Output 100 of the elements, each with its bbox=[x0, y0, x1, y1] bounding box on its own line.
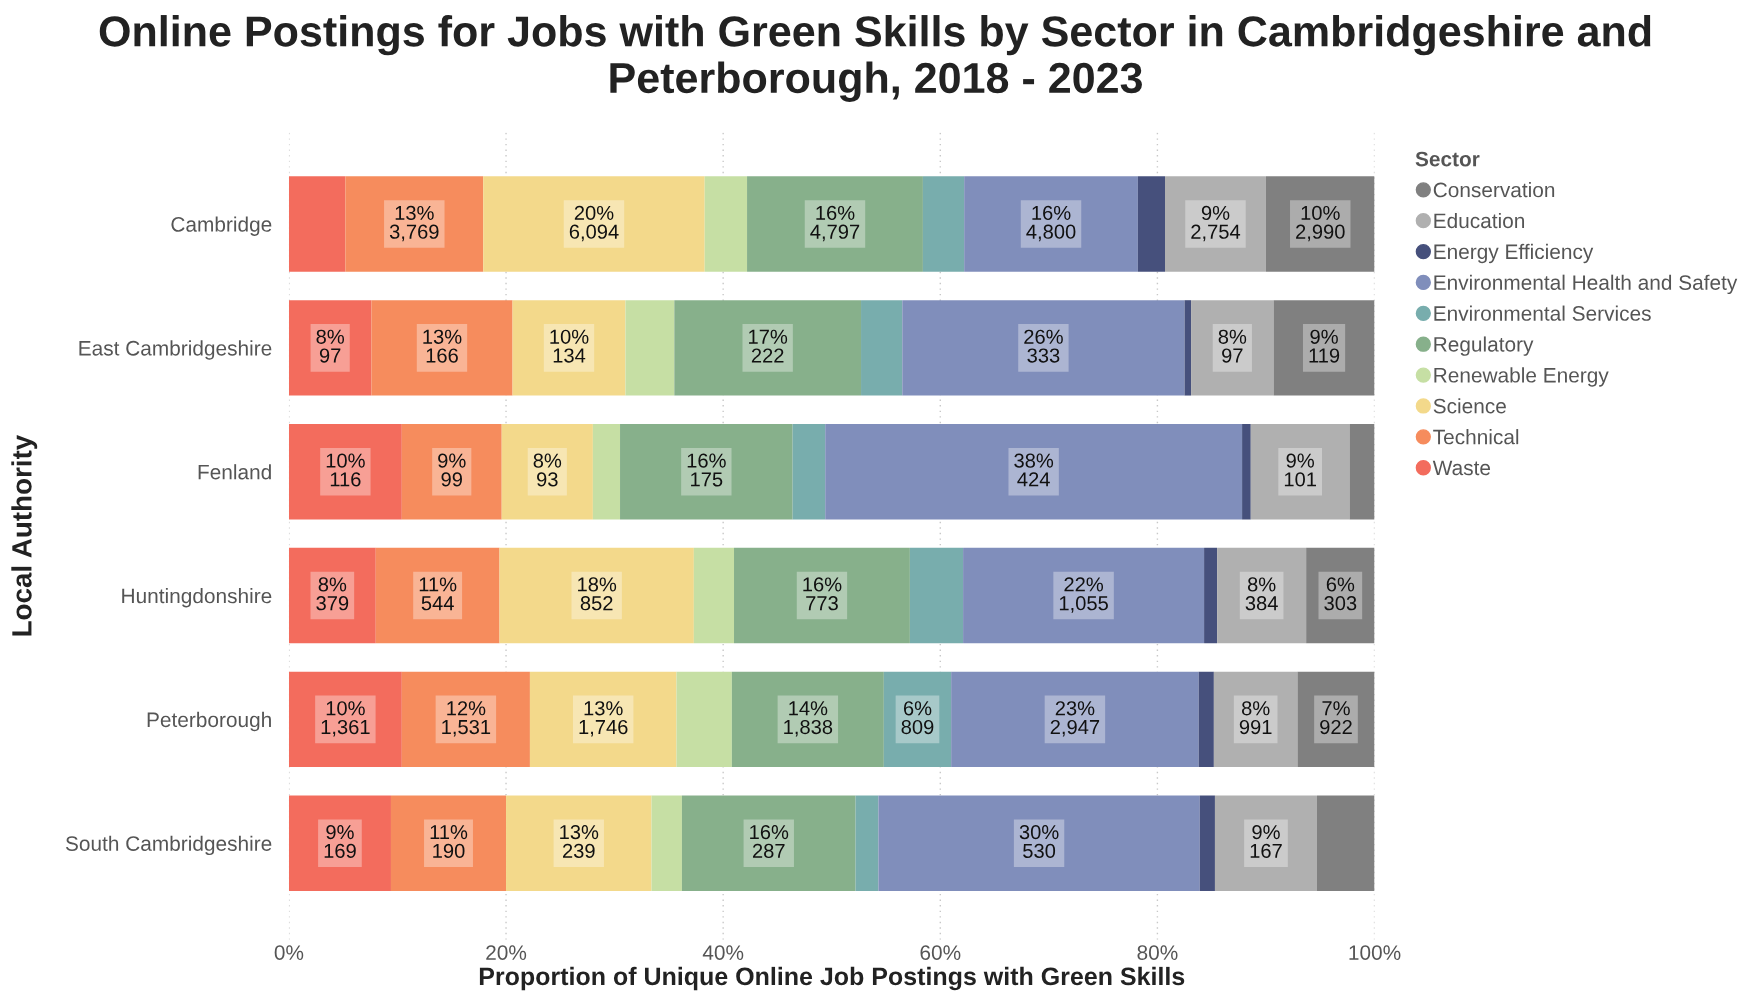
data-label: 8% 991 bbox=[1239, 701, 1272, 735]
bar bbox=[922, 176, 965, 272]
legend-title: Sector bbox=[1415, 151, 1480, 167]
data-label: 9% 2,754 bbox=[1191, 205, 1241, 242]
legend-label: Environmental Services bbox=[1434, 305, 1651, 321]
data-label: 10% 116 bbox=[326, 453, 365, 487]
bar bbox=[375, 547, 500, 644]
bar bbox=[506, 795, 652, 891]
bar bbox=[592, 424, 621, 520]
data-label: 10% 1,361 bbox=[321, 701, 370, 737]
data-label: 16% 773 bbox=[803, 577, 842, 611]
data-label: 22% 1,055 bbox=[1059, 577, 1108, 613]
legend-label: Waste bbox=[1432, 460, 1491, 476]
bar bbox=[1306, 547, 1375, 644]
bar bbox=[288, 547, 376, 644]
bar bbox=[674, 300, 862, 396]
data-label: 20% 6,094 bbox=[569, 205, 619, 242]
legend-label: Environmental Health and Safety bbox=[1434, 274, 1738, 295]
y-tick-label: South Cambridgeshire bbox=[65, 835, 272, 856]
legend-label: Technical bbox=[1433, 429, 1519, 445]
data-label: 13% 3,769 bbox=[389, 205, 439, 242]
legend-label: Science bbox=[1433, 398, 1506, 414]
bar bbox=[902, 300, 1185, 396]
bar bbox=[1349, 424, 1375, 520]
legend-label: Regulatory bbox=[1434, 336, 1534, 356]
bar bbox=[964, 176, 1138, 272]
bar bbox=[1191, 300, 1274, 396]
bar bbox=[704, 176, 748, 272]
bar bbox=[401, 424, 502, 520]
bar bbox=[951, 671, 1199, 768]
bar bbox=[1250, 424, 1350, 520]
legend-label: Renewable Energy bbox=[1434, 367, 1609, 387]
data-label: 11% 190 bbox=[430, 825, 468, 859]
data-label: 7% 922 bbox=[1320, 701, 1352, 735]
y-tick-label: Cambridge bbox=[171, 216, 272, 236]
data-label: 26% 333 bbox=[1024, 329, 1063, 363]
y-tick-label: East Cambridgeshire bbox=[79, 340, 272, 360]
bar bbox=[676, 671, 732, 768]
bar bbox=[792, 424, 826, 520]
data-label: 38% 424 bbox=[1014, 453, 1054, 487]
bar bbox=[1217, 547, 1307, 644]
bar bbox=[681, 795, 856, 891]
data-label: 10% 2,990 bbox=[1296, 205, 1345, 242]
data-label: 13% 1,746 bbox=[579, 701, 628, 737]
bar bbox=[529, 671, 677, 768]
data-label: 9% 167 bbox=[1250, 824, 1282, 859]
bar bbox=[1137, 176, 1166, 272]
data-label: 12% 1,531 bbox=[442, 701, 491, 737]
bar bbox=[499, 547, 694, 644]
data-label: 30% 530 bbox=[1019, 824, 1059, 859]
data-label: 6% 809 bbox=[901, 701, 934, 735]
bar bbox=[734, 547, 910, 644]
data-label: 13% 166 bbox=[423, 329, 462, 363]
bar bbox=[625, 300, 675, 396]
data-label: 16% 287 bbox=[750, 824, 789, 859]
bar bbox=[693, 547, 735, 644]
y-tick-label: Fenland bbox=[198, 464, 271, 480]
data-label: 16% 175 bbox=[687, 453, 726, 487]
bar bbox=[651, 795, 682, 891]
bar bbox=[288, 300, 372, 396]
data-label: 23% 2,947 bbox=[1050, 701, 1100, 737]
bar bbox=[1198, 671, 1214, 768]
data-label: 8% 97 bbox=[1218, 329, 1247, 363]
bar bbox=[288, 671, 402, 768]
bar bbox=[731, 671, 884, 768]
data-label: 8% 97 bbox=[316, 329, 345, 363]
data-label: 8% 384 bbox=[1245, 577, 1278, 611]
bar bbox=[1242, 424, 1251, 520]
bar bbox=[1273, 300, 1375, 396]
bar bbox=[512, 300, 626, 396]
bar bbox=[861, 300, 903, 396]
data-label: 13% 239 bbox=[560, 824, 599, 859]
x-tick-label: 20% bbox=[486, 945, 527, 960]
x-tick-label: 40% bbox=[702, 945, 744, 960]
x-tick-label: 80% bbox=[1137, 945, 1178, 960]
x-tick-label: 60% bbox=[920, 945, 961, 960]
bar bbox=[1317, 795, 1375, 891]
bar bbox=[1204, 547, 1218, 644]
bar bbox=[1297, 671, 1375, 768]
bar bbox=[371, 300, 513, 396]
bar bbox=[390, 795, 507, 891]
data-label: 17% 222 bbox=[749, 329, 788, 363]
bar bbox=[1165, 176, 1266, 272]
data-label: 9% 99 bbox=[438, 453, 466, 487]
bar bbox=[878, 795, 1200, 891]
bar bbox=[483, 176, 705, 272]
bar bbox=[909, 547, 964, 644]
y-tick-label: Peterborough bbox=[147, 711, 271, 732]
bar bbox=[1214, 795, 1317, 891]
data-label: 14% 1,838 bbox=[784, 701, 833, 737]
data-label: 18% 852 bbox=[578, 577, 617, 611]
data-label: 9% 101 bbox=[1284, 453, 1316, 487]
y-axis-title: Local Authority bbox=[11, 434, 38, 636]
legend-label: Education bbox=[1434, 212, 1525, 229]
bar bbox=[345, 176, 484, 272]
bar bbox=[855, 795, 879, 891]
bar bbox=[288, 795, 391, 891]
data-label: 11% 544 bbox=[419, 577, 457, 611]
bar bbox=[747, 176, 923, 272]
bar bbox=[501, 424, 593, 520]
